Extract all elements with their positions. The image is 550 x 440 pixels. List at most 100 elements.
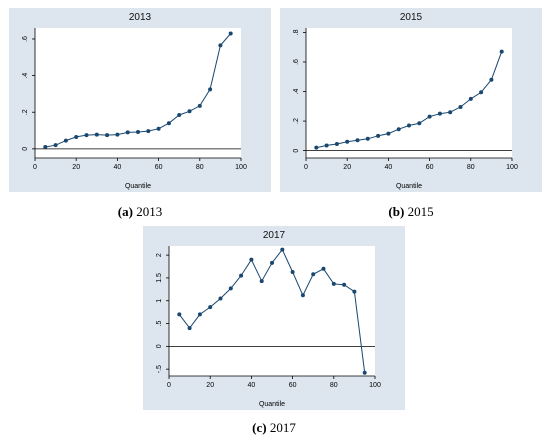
data-point [386, 131, 391, 136]
y-tick-label: .8 [293, 29, 300, 35]
data-point [136, 130, 140, 134]
y-tick-label: .6 [293, 59, 300, 65]
x-tick-label: 40 [248, 382, 256, 389]
data-point [74, 134, 79, 139]
data-point [156, 126, 161, 131]
data-point [290, 270, 295, 274]
data-point [105, 133, 110, 138]
data-point [218, 296, 223, 301]
x-tick-label: 80 [330, 382, 338, 389]
data-point [355, 138, 360, 143]
x-tick-label: 20 [343, 164, 351, 171]
y-tick-label: .2 [22, 109, 29, 115]
x-tick-label: 20 [72, 164, 80, 171]
caption-label: (c) [252, 420, 267, 435]
chart-title: 2013 [128, 12, 152, 23]
data-point [396, 127, 401, 132]
data-point [187, 326, 192, 331]
y-tick-label: .4 [293, 88, 300, 94]
data-point [228, 286, 233, 291]
x-tick-label: 80 [196, 164, 204, 171]
data-point [177, 312, 182, 317]
data-point [270, 260, 274, 265]
caption-text: 2013 [132, 204, 163, 219]
x-tick-label: 80 [467, 164, 475, 171]
y-tick-label: 2 [156, 253, 163, 257]
x-tick-label: 40 [385, 164, 393, 171]
plot-svg-2015: 0 .2 .4 .6 .8 0 20 40 60 80 100 Quantile [293, 28, 518, 190]
data-point [53, 143, 58, 148]
data-point [228, 31, 233, 36]
x-tick-label: 60 [289, 382, 297, 389]
caption-b: (b) 2015 [280, 204, 542, 220]
caption-a: (a) 2013 [9, 204, 271, 220]
data-point [177, 112, 182, 117]
data-point [448, 110, 453, 115]
data-point [342, 282, 347, 287]
data-point [208, 87, 213, 92]
x-axis-label: Quantile [125, 183, 151, 190]
caption-c: (c) 2017 [143, 420, 405, 436]
data-point [218, 43, 223, 48]
caption-label: (a) [117, 204, 133, 219]
y-tick-label: .4 [22, 73, 29, 79]
plot-area [35, 28, 241, 158]
chart-title: 2017 [262, 230, 286, 241]
data-point [352, 289, 357, 294]
data-point [197, 103, 202, 108]
x-axis-label: Quantile [396, 183, 422, 190]
x-tick-label: 20 [206, 382, 214, 389]
x-tick-label: 40 [114, 164, 122, 171]
data-point [125, 130, 130, 135]
data-point [479, 90, 484, 95]
data-point [321, 266, 326, 271]
data-point [489, 77, 494, 82]
y-tick-label: -.5 [156, 365, 163, 373]
data-point [208, 305, 213, 310]
x-tick-label: 60 [426, 164, 434, 171]
data-point [63, 138, 68, 143]
data-point [345, 139, 350, 144]
y-tick-label: 0 [22, 147, 29, 151]
data-point [259, 279, 264, 284]
data-point [365, 136, 370, 141]
data-point [146, 129, 151, 134]
data-point [84, 133, 89, 138]
data-point [300, 293, 305, 298]
data-point [499, 49, 504, 54]
data-point [427, 114, 432, 119]
x-tick-label: 100 [235, 164, 247, 171]
chart-panel-2013: 2013 0 .2 .4 .6 0 20 40 60 80 100 Quantile [9, 8, 271, 192]
data-point [458, 105, 463, 110]
x-axis-label: Quantile [259, 401, 285, 408]
y-tick-label: .5 [156, 321, 163, 327]
data-point [166, 121, 171, 126]
plot-area [169, 246, 375, 376]
y-tick-label: 1.5 [156, 273, 163, 283]
x-tick-label: 100 [506, 164, 518, 171]
x-tick-label: 100 [369, 382, 381, 389]
data-point [334, 141, 339, 146]
x-tick-label: 0 [33, 164, 37, 171]
data-point [311, 272, 316, 277]
data-point [43, 145, 48, 150]
caption-text: 2017 [266, 420, 296, 435]
data-point [324, 143, 329, 148]
x-tick-label: 60 [155, 164, 163, 171]
chart-panel-2017: 2017 -.5 0.5 1 1.5 2 0 20 40 60 80 100 Quantile [143, 226, 405, 410]
data-point [280, 247, 285, 252]
data-point [437, 111, 442, 116]
y-tick-label: .6 [22, 36, 29, 42]
data-point [187, 109, 192, 114]
data-point [249, 257, 254, 262]
data-point [376, 133, 381, 138]
caption-text: 2015 [404, 204, 434, 219]
caption-label: (b) [388, 204, 405, 219]
data-point [94, 132, 99, 137]
y-tick-label: 0 [156, 344, 163, 348]
data-point [197, 312, 202, 317]
x-tick-label: 0 [167, 382, 171, 389]
data-point [362, 370, 367, 375]
data-point [331, 281, 336, 286]
